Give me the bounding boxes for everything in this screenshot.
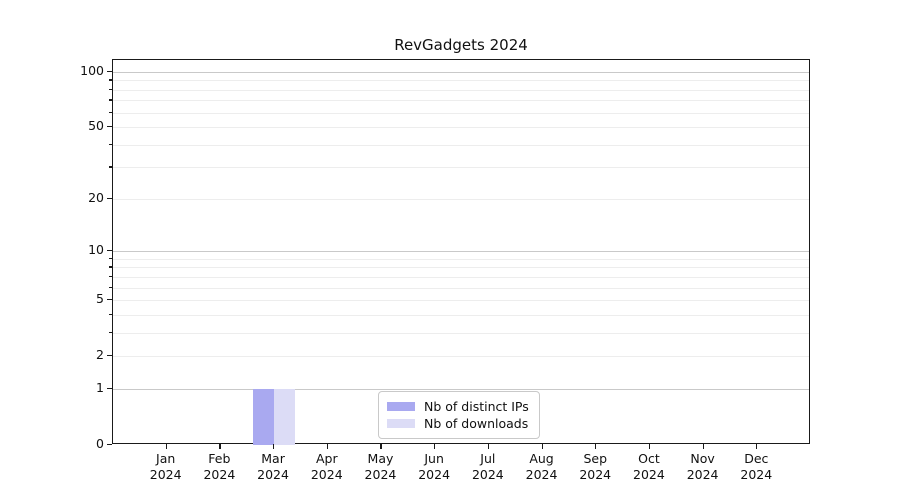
gridline-minor — [113, 144, 809, 146]
legend-swatch-distinct-ips — [387, 402, 415, 411]
gridline-minor — [113, 287, 809, 289]
y-axis-tick-label: 0 — [96, 436, 104, 451]
x-axis-tick-label: Nov 2024 — [686, 451, 719, 482]
gridline-major — [113, 251, 809, 253]
x-axis-major-tick — [648, 444, 651, 449]
gridline-minor — [113, 356, 809, 358]
x-axis-major-tick — [326, 444, 328, 449]
gridline-minor — [113, 276, 809, 278]
y-axis-minor-tick — [109, 111, 112, 113]
y-axis-tick-label: 50 — [88, 118, 104, 134]
x-axis-tick-label: May 2024 — [364, 451, 397, 482]
x-axis-tick-label: Feb 2024 — [203, 451, 236, 482]
x-axis-major-tick — [487, 444, 490, 449]
x-axis-tick-label: Jan 2024 — [149, 451, 182, 482]
y-axis-major-tick — [107, 250, 112, 252]
chart-title: RevGadgets 2024 — [394, 36, 528, 54]
y-axis-tick-label: 2 — [96, 347, 104, 363]
plot-area — [112, 59, 810, 445]
x-axis-tick-label: Apr 2024 — [310, 451, 343, 482]
legend-item: Nb of distinct IPs — [387, 398, 529, 415]
y-axis-major-tick — [107, 197, 112, 200]
y-axis-tick-label: 10 — [88, 242, 104, 258]
gridline-minor — [113, 332, 809, 334]
y-axis-tick-label: 1 — [96, 379, 104, 395]
y-axis-minor-tick — [109, 275, 112, 278]
x-axis-tick-label: Aug 2024 — [525, 451, 558, 482]
y-axis-major-tick — [107, 299, 112, 301]
y-axis-major-tick — [107, 355, 112, 357]
x-axis-major-tick — [595, 444, 597, 449]
x-axis-tick-label: Dec 2024 — [740, 451, 773, 482]
y-axis-tick-label: 5 — [96, 291, 104, 307]
y-axis-tick-label: 20 — [88, 189, 104, 205]
x-axis-major-tick — [541, 444, 543, 449]
x-axis-major-tick — [380, 444, 382, 449]
gridline-minor — [113, 100, 809, 102]
y-axis-minor-tick — [109, 313, 112, 316]
y-axis-minor-tick — [109, 88, 112, 90]
legend: Nb of distinct IPs Nb of downloads — [378, 391, 540, 439]
x-axis-tick-label: Oct 2024 — [633, 451, 665, 482]
y-axis-minor-tick — [109, 79, 112, 81]
x-axis-major-tick — [273, 444, 275, 449]
bar-downloads — [274, 388, 296, 445]
legend-item-label: Nb of downloads — [424, 416, 529, 431]
y-axis-minor-tick — [109, 266, 112, 268]
gridline-major — [113, 71, 809, 73]
x-axis-major-tick — [702, 444, 704, 449]
gridline-major — [113, 388, 809, 390]
x-axis-tick-label: Mar 2024 — [257, 451, 289, 482]
x-axis-major-tick — [165, 444, 167, 449]
x-axis-major-tick — [219, 444, 221, 449]
gridline-minor — [113, 300, 809, 302]
x-axis-major-tick — [434, 444, 436, 449]
y-axis-minor-tick — [109, 331, 112, 334]
y-axis-major-tick — [107, 126, 112, 128]
legend-item-label: Nb of distinct IPs — [424, 399, 529, 414]
x-axis-tick-label: Jul 2024 — [471, 451, 504, 482]
gridline-minor — [113, 167, 809, 169]
gridline-minor — [113, 258, 809, 260]
gridline-minor — [113, 267, 809, 269]
y-axis-minor-tick — [109, 99, 112, 101]
legend-swatch-downloads — [387, 419, 415, 428]
y-axis-tick-label: 100 — [80, 62, 104, 78]
gridline-minor — [113, 198, 809, 200]
y-axis-minor-tick — [109, 257, 112, 260]
x-axis-major-tick — [756, 444, 758, 449]
y-axis-major-tick — [107, 387, 112, 390]
x-axis-tick-label: Sep 2024 — [579, 451, 612, 482]
bar-distinct-ips — [253, 388, 275, 445]
y-axis-major-tick — [107, 444, 112, 446]
y-axis-major-tick — [107, 70, 112, 73]
gridline-minor — [113, 112, 809, 114]
legend-item: Nb of downloads — [387, 415, 529, 432]
x-axis-tick-label: Jun 2024 — [418, 451, 451, 482]
y-axis-minor-tick — [109, 286, 112, 288]
gridline-minor — [113, 314, 809, 316]
gridline-minor — [113, 89, 809, 91]
y-axis-minor-tick — [109, 143, 112, 145]
y-axis-minor-tick — [109, 166, 112, 168]
gridline-minor — [113, 127, 809, 129]
gridline-minor — [113, 80, 809, 82]
